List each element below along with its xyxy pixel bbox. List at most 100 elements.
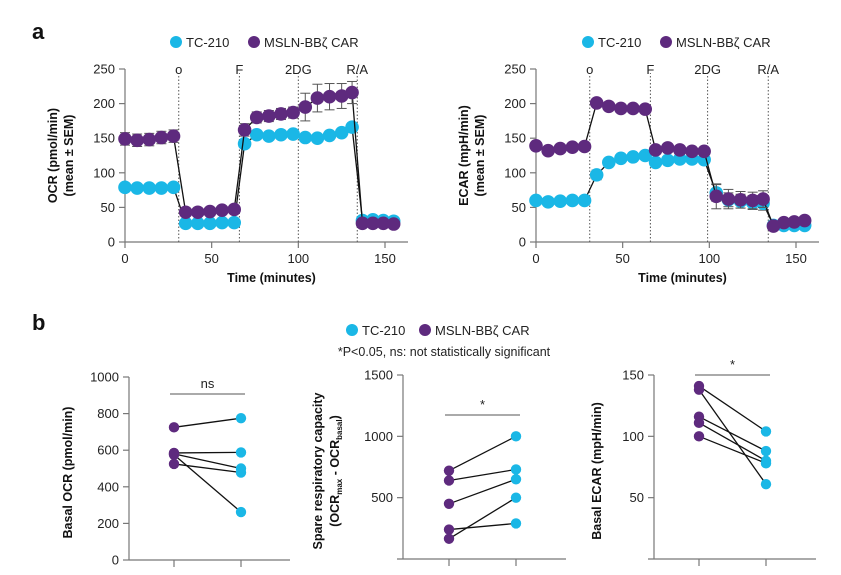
data-point-msln (693, 384, 705, 395)
data-point (709, 189, 724, 204)
y-axis-title-line1: ECAR (mpH/min) (457, 105, 471, 206)
data-point (203, 216, 217, 231)
data-point (614, 101, 628, 116)
data-point (745, 193, 760, 208)
y-axis-title: Basal ECAR (mpH/min) (590, 402, 604, 540)
y-tick-label: 0 (112, 553, 119, 568)
y-tick-label: 50 (512, 200, 526, 215)
data-point (298, 100, 313, 114)
data-pair (443, 518, 522, 535)
data-point (166, 180, 181, 195)
y-axis-title: OCR (pmol/min) (mean ± SEM) (46, 108, 76, 203)
data-point (154, 130, 169, 145)
data-point (274, 107, 288, 121)
data-point-msln (443, 524, 455, 535)
data-point (286, 127, 300, 141)
data-point (215, 203, 229, 217)
y-axis-title-line2: (OCRmax - OCRbasal) (328, 415, 344, 527)
y-tick-label: 150 (622, 368, 644, 383)
injection-label: 2DG (694, 62, 721, 77)
data-point (130, 133, 144, 148)
data-pair (168, 458, 247, 478)
pair-line (448, 497, 517, 540)
legend-label-tc210: TC-210 (362, 323, 405, 338)
data-point (262, 109, 276, 123)
pair-line (698, 422, 767, 462)
data-point (118, 180, 132, 195)
significance-note: *P<0.05, ns: not statistically significa… (338, 345, 551, 359)
data-point (355, 216, 370, 231)
legend-marker-msln (419, 324, 431, 336)
y-tick-label: 50 (101, 200, 115, 215)
y-axis-title: Spare respiratory capacity (OCRmax - OCRb… (311, 392, 344, 549)
data-point (685, 144, 699, 159)
legend-marker-tc210 (582, 36, 594, 48)
data-point-tc210 (760, 458, 772, 469)
data-pair (693, 384, 772, 490)
data-point (130, 181, 144, 195)
data-pair (168, 447, 247, 459)
y-axis-title-part: - OCR (328, 440, 342, 479)
data-point (565, 140, 580, 154)
data-point (345, 120, 359, 134)
y-tick-label: 150 (93, 131, 115, 146)
y-tick-label: 150 (504, 131, 526, 146)
injection-label: 2DG (285, 62, 312, 77)
data-point (660, 141, 675, 155)
y-tick-label: 0 (108, 235, 115, 250)
legend-ecar: TC-210 MSLN-BBζ CAR (582, 35, 771, 50)
y-tick-label: 600 (97, 443, 119, 458)
injection-label: o (586, 62, 593, 77)
data-point (376, 216, 391, 231)
injection-label: R/A (757, 62, 779, 77)
data-pair (443, 492, 522, 544)
legend-marker-tc210 (170, 36, 182, 48)
data-point (756, 192, 770, 206)
series-msln (529, 96, 812, 233)
y-tick-label: 200 (97, 516, 119, 531)
data-point-tc210 (510, 431, 522, 442)
data-point (191, 216, 205, 231)
y-axis-title-text: Basal OCR (pmol/min) (61, 407, 75, 539)
data-point (553, 141, 568, 156)
basal-ocr-chart: 0 200 400 600 800 1000 Basal OCR (pmol/min) ns (61, 370, 290, 568)
data-point-tc210 (760, 445, 772, 457)
x-tick-label: 0 (532, 251, 539, 266)
pair-line (698, 435, 767, 464)
significance-label: ns (201, 376, 215, 391)
panel-label-b: b (32, 310, 45, 335)
data-point (660, 153, 675, 168)
data-point (638, 148, 652, 163)
data-point (529, 193, 543, 208)
data-point (237, 136, 252, 151)
data-point-msln (443, 533, 455, 544)
y-axis-title-part: basal (335, 419, 344, 439)
data-point-tc210 (510, 464, 522, 475)
data-pair (168, 449, 247, 518)
data-point (166, 129, 181, 143)
data-point (648, 143, 663, 157)
x-tick-label: 150 (785, 251, 807, 266)
y-axis-title-line2: (mean ± SEM) (62, 115, 76, 197)
data-point (529, 139, 543, 153)
data-point (589, 96, 604, 110)
legend-marker-tc210 (346, 324, 358, 336)
x-tick-label: 50 (204, 251, 218, 266)
data-point (322, 89, 337, 104)
data-point-msln (693, 431, 705, 442)
data-point (310, 131, 325, 145)
data-point (797, 213, 812, 228)
data-pair (693, 417, 772, 467)
x-tick-label: 100 (287, 251, 309, 266)
data-pair (693, 431, 772, 469)
x-axis-title: Time (minutes) (638, 271, 727, 285)
data-point (142, 132, 157, 147)
data-point (322, 128, 337, 143)
data-point (766, 219, 781, 233)
y-axis-title-part: max (335, 478, 344, 495)
data-point (142, 181, 157, 195)
y-axis-title-line1: OCR (pmol/min) (46, 108, 60, 203)
data-point (154, 181, 169, 195)
data-pair (443, 464, 522, 486)
